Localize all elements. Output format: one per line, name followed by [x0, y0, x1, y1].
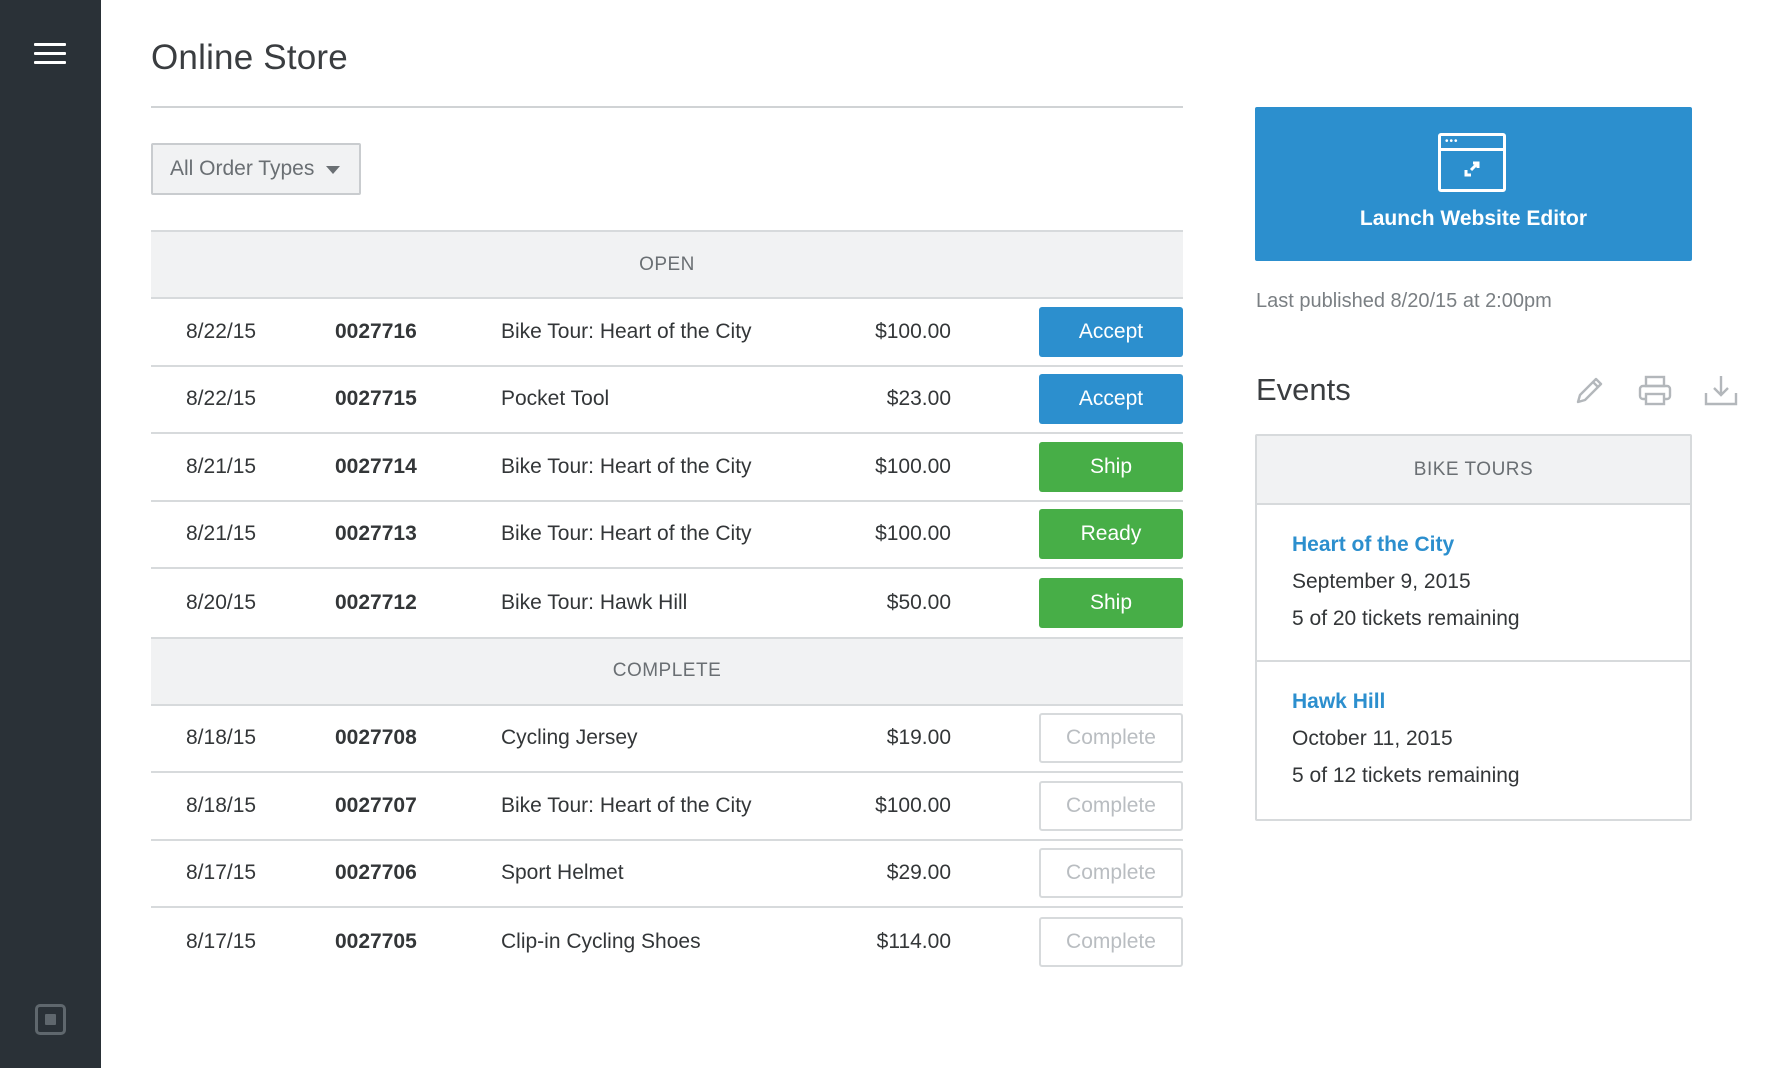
order-action-button[interactable]: Complete: [1039, 780, 1183, 831]
order-number: 0027707: [335, 793, 417, 817]
order-number: 0027705: [335, 929, 417, 953]
expand-icon: [1464, 161, 1480, 177]
event-name-link[interactable]: Hawk Hill: [1292, 690, 1386, 713]
open-orders: 8/22/15 0027716 Bike Tour: Heart of the Ci…: [151, 299, 1183, 637]
order-price: $19.00: [886, 726, 951, 750]
order-item: Pocket Tool: [501, 387, 610, 411]
order-number: 0027713: [335, 522, 417, 546]
order-price: $100.00: [875, 454, 951, 478]
order-action-button[interactable]: Ship: [1039, 577, 1183, 628]
order-item: Bike Tour: Hawk Hill: [501, 590, 688, 614]
order-item: Bike Tour: Heart of the City: [501, 793, 752, 817]
event-tickets-remaining: 5 of 12 tickets remaining: [1292, 764, 1520, 787]
order-row[interactable]: 8/18/15 0027707 Bike Tour: Heart of the Ci…: [151, 773, 1183, 841]
order-row[interactable]: 8/21/15 0027714 Bike Tour: Heart of the Ci…: [151, 434, 1183, 502]
order-number: 0027706: [335, 861, 417, 885]
orders-table: OPEN 8/22/15 0027716 Bike Tour: Heart of t…: [151, 230, 1183, 976]
event-name-link[interactable]: Heart of the City: [1292, 533, 1455, 556]
page-title: Online Store: [151, 38, 348, 77]
square-logo-icon[interactable]: [35, 1004, 66, 1035]
section-header-open: OPEN: [151, 230, 1183, 299]
order-type-dropdown[interactable]: All Order Types: [151, 143, 361, 195]
order-item: Sport Helmet: [501, 861, 624, 885]
events-category-header: BIKE TOURS: [1257, 436, 1690, 505]
order-row[interactable]: 8/17/15 0027706 Sport Helmet $29.00 Complete: [151, 841, 1183, 908]
browser-window-icon: •••: [1438, 133, 1506, 192]
order-date: 8/18/15: [186, 793, 257, 817]
menu-icon[interactable]: [34, 43, 66, 65]
order-action-button[interactable]: Accept: [1039, 374, 1183, 425]
launch-website-editor-label: Launch Website Editor: [1359, 207, 1588, 230]
order-item: Bike Tour: Heart of the City: [501, 454, 752, 478]
title-divider: [151, 106, 1183, 108]
order-date: 8/21/15: [186, 454, 257, 478]
order-item: Cycling Jersey: [501, 726, 638, 750]
order-number: 0027714: [335, 454, 417, 478]
events-title: Events: [1256, 372, 1351, 407]
order-type-selected: All Order Types: [170, 157, 315, 180]
order-price: $29.00: [886, 861, 951, 885]
order-date: 8/22/15: [186, 387, 257, 411]
order-row[interactable]: 8/22/15 0027715 Pocket Tool $23.00 Accept: [151, 367, 1183, 434]
event-list: Heart of the City September 9, 2015 5 of 2…: [1257, 505, 1690, 819]
event-item[interactable]: Hawk Hill October 11, 2015 5 of 12 tickets…: [1257, 662, 1690, 819]
order-date: 8/22/15: [186, 319, 257, 343]
order-row[interactable]: 8/18/15 0027708 Cycling Jersey $19.00 Comple…: [151, 706, 1183, 773]
order-price: $50.00: [886, 590, 951, 614]
download-icon[interactable]: [1703, 373, 1739, 409]
order-price: $100.00: [875, 319, 951, 343]
order-number: 0027716: [335, 319, 417, 343]
order-action-button[interactable]: Ready: [1039, 509, 1183, 560]
section-header-complete: COMPLETE: [151, 636, 1183, 706]
event-date: October 11, 2015: [1292, 727, 1453, 750]
order-date: 8/18/15: [186, 726, 257, 750]
order-date: 8/17/15: [186, 861, 257, 885]
caret-down-icon: [326, 166, 340, 174]
order-action-button[interactable]: Accept: [1039, 306, 1183, 357]
launch-website-editor-button[interactable]: ••• Launch Website Editor: [1255, 107, 1692, 261]
order-action-button[interactable]: Complete: [1039, 848, 1183, 899]
order-row[interactable]: 8/21/15 0027713 Bike Tour: Heart of the Ci…: [151, 502, 1183, 569]
order-action-button[interactable]: Ship: [1039, 441, 1183, 492]
events-card: BIKE TOURS Heart of the City September 9,…: [1255, 434, 1692, 821]
order-date: 8/17/15: [186, 929, 257, 953]
order-date: 8/21/15: [186, 522, 257, 546]
order-item: Bike Tour: Heart of the City: [501, 319, 752, 343]
order-row[interactable]: 8/20/15 0027712 Bike Tour: Hawk Hill $50.00…: [151, 569, 1183, 637]
complete-orders: 8/18/15 0027708 Cycling Jersey $19.00 Comple…: [151, 706, 1183, 976]
order-number: 0027708: [335, 726, 417, 750]
order-date: 8/20/15: [186, 590, 257, 614]
order-number: 0027715: [335, 387, 417, 411]
order-number: 0027712: [335, 590, 417, 614]
event-tickets-remaining: 5 of 20 tickets remaining: [1292, 607, 1520, 630]
order-row[interactable]: 8/22/15 0027716 Bike Tour: Heart of the Ci…: [151, 299, 1183, 367]
sidebar: [0, 0, 101, 1068]
order-price: $114.00: [876, 929, 951, 953]
pencil-icon[interactable]: [1571, 373, 1607, 409]
order-item: Clip-in Cycling Shoes: [501, 929, 701, 953]
event-date: September 9, 2015: [1292, 570, 1471, 593]
order-action-button[interactable]: Complete: [1039, 916, 1183, 967]
last-published-text: Last published 8/20/15 at 2:00pm: [1256, 290, 1552, 312]
order-item: Bike Tour: Heart of the City: [501, 522, 752, 546]
printer-icon[interactable]: [1637, 373, 1673, 409]
order-row[interactable]: 8/17/15 0027705 Clip-in Cycling Shoes $114.…: [151, 908, 1183, 976]
event-item[interactable]: Heart of the City September 9, 2015 5 of 2…: [1257, 505, 1690, 662]
order-price: $100.00: [875, 522, 951, 546]
order-action-button[interactable]: Complete: [1039, 713, 1183, 764]
order-price: $100.00: [875, 793, 951, 817]
order-price: $23.00: [886, 387, 951, 411]
